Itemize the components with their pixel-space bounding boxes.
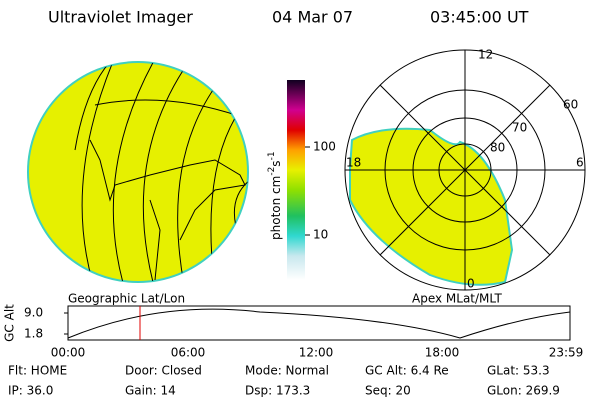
unit: s <box>269 160 283 166</box>
timeline-xtick: 06:00 <box>171 346 206 360</box>
panel-label: Apex MLat/MLT <box>412 292 502 306</box>
info: Flt: HOME Door: Closed Mode: Normal GC Alt:… <box>8 364 560 398</box>
timeline-xtick: 18:00 <box>425 346 460 360</box>
unit: photon cm <box>269 176 283 240</box>
polar-label: 0 <box>467 277 475 291</box>
polar-label: 70 <box>512 121 527 135</box>
info-field: GLat: 53.3 <box>487 364 550 378</box>
info-field: GLon: 269.9 <box>487 384 560 398</box>
info-field: Door: Closed <box>125 364 202 378</box>
colorbar-tick-label: 10 <box>313 228 328 242</box>
info-field: GC Alt: 6.4 Re <box>365 364 449 378</box>
polar-label: 6 <box>576 156 584 170</box>
timeline-xtick: 00:00 <box>51 346 86 360</box>
colorbar <box>287 80 305 280</box>
unit-sup: -1 <box>267 151 277 160</box>
polar-label: 60 <box>563 98 578 112</box>
info-field: Flt: HOME <box>8 364 67 378</box>
info-field: Seq: 20 <box>365 384 411 398</box>
timeline-ytick: 1.8 <box>24 327 43 341</box>
timeline <box>64 305 571 341</box>
info-field: IP: 36.0 <box>8 384 53 398</box>
date: 04 Mar 07 <box>272 8 353 27</box>
unit-sup: -2 <box>267 167 277 176</box>
polar-label: 12 <box>478 48 493 62</box>
polar-image <box>344 49 586 291</box>
info-field: Dsp: 173.3 <box>245 384 310 398</box>
globe-image <box>27 61 249 283</box>
polar-label: 18 <box>346 156 361 170</box>
timeline-xtick: 12:00 <box>299 346 334 360</box>
info-field: Mode: Normal <box>245 364 329 378</box>
info-field: Gain: 14 <box>125 384 176 398</box>
title: Ultraviolet Imager <box>48 8 193 27</box>
polar-label: 80 <box>490 141 505 155</box>
timeline-ylabel: GC Alt <box>3 304 17 342</box>
timeline-xtick: 23:59 <box>549 346 584 360</box>
colorbar-tick-label: 100 <box>313 140 336 154</box>
panel-label: Geographic Lat/Lon <box>68 292 185 306</box>
timeline-ytick: 9.0 <box>24 306 43 320</box>
colorbar-label: photon cm-2s-1 <box>267 151 283 240</box>
time: 03:45:00 UT <box>430 8 529 27</box>
